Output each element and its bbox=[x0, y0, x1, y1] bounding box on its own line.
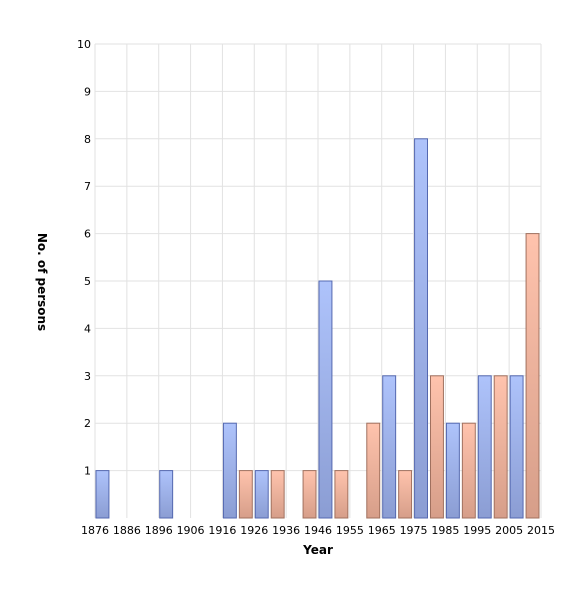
x-tick-label: 1975 bbox=[400, 524, 428, 537]
bar bbox=[254, 470, 269, 519]
bar bbox=[222, 422, 237, 519]
bar bbox=[270, 470, 285, 519]
bar bbox=[430, 375, 444, 519]
x-tick-label: 1926 bbox=[240, 524, 268, 537]
bar bbox=[461, 422, 476, 519]
y-tick-label: 8 bbox=[84, 133, 91, 146]
bar bbox=[366, 422, 381, 519]
y-tick-label: 6 bbox=[84, 228, 91, 241]
x-tick-label: 1995 bbox=[463, 524, 491, 537]
bar bbox=[382, 375, 397, 519]
y-tick-label: 2 bbox=[84, 417, 91, 430]
bar bbox=[302, 470, 317, 519]
bar bbox=[398, 470, 413, 519]
bar bbox=[445, 422, 460, 519]
x-tick-label: 1955 bbox=[336, 524, 364, 537]
x-tick-label: 1965 bbox=[368, 524, 396, 537]
bar bbox=[159, 470, 174, 519]
x-tick-label: 1916 bbox=[208, 524, 236, 537]
x-tick-label: 1946 bbox=[304, 524, 332, 537]
x-tick-label: 2015 bbox=[527, 524, 555, 537]
y-tick-label: 7 bbox=[84, 180, 91, 193]
bar bbox=[238, 470, 253, 519]
y-tick-label: 3 bbox=[84, 370, 91, 383]
x-tick-label: 1985 bbox=[431, 524, 459, 537]
x-tick-label: 1906 bbox=[177, 524, 205, 537]
x-axis-label: Year bbox=[302, 543, 333, 557]
bar bbox=[318, 280, 333, 519]
x-tick-label: 1876 bbox=[81, 524, 109, 537]
bar bbox=[334, 470, 349, 519]
bar bbox=[493, 375, 508, 519]
x-tick-label: 1896 bbox=[145, 524, 173, 537]
y-tick-label: 10 bbox=[77, 38, 91, 51]
bar bbox=[414, 138, 429, 519]
bar bbox=[95, 470, 110, 519]
y-axis-label: No. of persons bbox=[35, 233, 49, 331]
bar bbox=[477, 375, 492, 519]
bar bbox=[525, 233, 540, 519]
y-tick-label: 5 bbox=[84, 275, 91, 288]
y-tick-label: 9 bbox=[84, 85, 91, 98]
x-tick-label: 2005 bbox=[495, 524, 523, 537]
x-tick-label: 1886 bbox=[113, 524, 141, 537]
bar bbox=[509, 375, 524, 519]
y-tick-label: 1 bbox=[84, 465, 91, 478]
x-tick-label: 1936 bbox=[272, 524, 300, 537]
y-tick-label: 4 bbox=[84, 322, 91, 335]
